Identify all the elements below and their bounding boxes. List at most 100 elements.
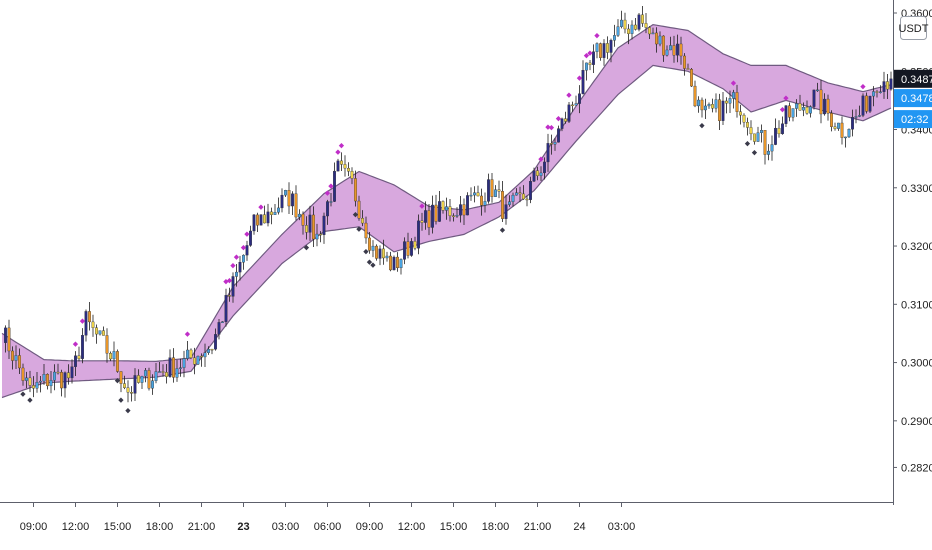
sell-signal-marker: ◆ [115, 377, 121, 385]
candle [403, 237, 406, 265]
time-tick-label: 03:00 [272, 521, 300, 533]
candle-body [88, 311, 91, 323]
candle [105, 328, 109, 363]
candle [560, 117, 564, 132]
candle [259, 214, 263, 226]
candle [354, 170, 357, 207]
currency-button[interactable]: USDT [899, 16, 929, 40]
candle [35, 371, 39, 393]
candle-body [613, 35, 616, 41]
candle-body [774, 127, 777, 145]
buy-signal-marker: ◆ [783, 94, 789, 102]
candle [347, 162, 350, 177]
candle-body [606, 43, 609, 53]
candle [168, 349, 172, 378]
candle [676, 34, 679, 63]
candle-body [840, 122, 844, 138]
time-axis[interactable]: 09:00 12:00 15:00 18:00 21:00 23 03:00 06:00 09:… [20, 503, 636, 533]
candle [886, 73, 889, 99]
candle-body [630, 24, 634, 34]
candle-body [718, 99, 721, 121]
candle [735, 84, 739, 118]
candle-body [728, 98, 732, 104]
candle-body [413, 241, 417, 249]
candle [466, 192, 469, 216]
candle-body [343, 164, 347, 169]
candle [585, 62, 588, 81]
candle-body [763, 130, 767, 155]
candle-body [207, 348, 210, 353]
candle-body [819, 89, 823, 115]
candle-body [385, 255, 389, 259]
candle [497, 180, 501, 199]
candle-body [518, 192, 522, 195]
candle [161, 364, 165, 377]
candle [511, 192, 515, 207]
candle [228, 287, 231, 302]
candle-body [781, 123, 784, 135]
candle [151, 374, 154, 395]
candle-body [557, 128, 560, 143]
candle-body [168, 357, 172, 377]
candle-body [812, 89, 816, 107]
candle [588, 60, 592, 71]
candle-body [217, 322, 221, 335]
candle [571, 101, 574, 112]
candle [844, 136, 847, 148]
buy-signal-marker: ◆ [328, 182, 334, 190]
candle-body [452, 215, 455, 217]
time-tick-label: 15:00 [104, 521, 132, 533]
candle-body [133, 375, 137, 394]
last-price-tag-bg [894, 69, 932, 88]
buy-signal-marker: ◆ [241, 243, 247, 251]
candle [508, 195, 511, 207]
candle [329, 192, 333, 207]
candle [308, 205, 312, 241]
candle-body [648, 27, 651, 35]
candle-body [560, 118, 564, 129]
buy-signal-marker: ◆ [234, 253, 240, 261]
candle-body [406, 241, 410, 256]
candle-body [784, 105, 788, 124]
candle [417, 214, 420, 255]
candle-body [84, 311, 88, 336]
candle [238, 255, 242, 281]
candle [84, 309, 88, 342]
candle [158, 362, 161, 373]
candle [406, 232, 410, 259]
candle-body [305, 225, 308, 233]
candle [413, 236, 417, 251]
candle [578, 85, 581, 114]
candle-body [641, 14, 644, 24]
candle-body [291, 193, 294, 207]
candle-body [889, 78, 893, 90]
buy-signal-marker: ◆ [584, 52, 590, 60]
candle-body [60, 372, 63, 389]
candle-body [434, 204, 438, 222]
candle [399, 258, 403, 275]
time-tick-label: 09:00 [356, 521, 384, 533]
candle [67, 364, 70, 385]
candle [823, 93, 826, 116]
candle [781, 116, 784, 135]
candle [525, 195, 529, 207]
candle-body [25, 377, 28, 381]
candle-body [252, 214, 256, 232]
candle [294, 185, 298, 221]
candle-body [823, 98, 826, 115]
buy-signal-marker: ◆ [594, 31, 600, 39]
candle-body [158, 371, 161, 373]
time-tick-label: 12:00 [62, 521, 90, 533]
time-tick-label: 21:00 [188, 521, 216, 533]
buy-signal-marker: ◆ [227, 277, 233, 285]
buy-signal-marker: ◆ [577, 74, 583, 82]
candle-body [368, 237, 371, 251]
candle [245, 240, 249, 261]
candle-body [466, 195, 469, 216]
candle [312, 206, 315, 248]
candle [91, 314, 95, 337]
candle-body [70, 366, 74, 379]
candle [221, 321, 224, 323]
buy-signal-marker: ◆ [223, 278, 229, 286]
